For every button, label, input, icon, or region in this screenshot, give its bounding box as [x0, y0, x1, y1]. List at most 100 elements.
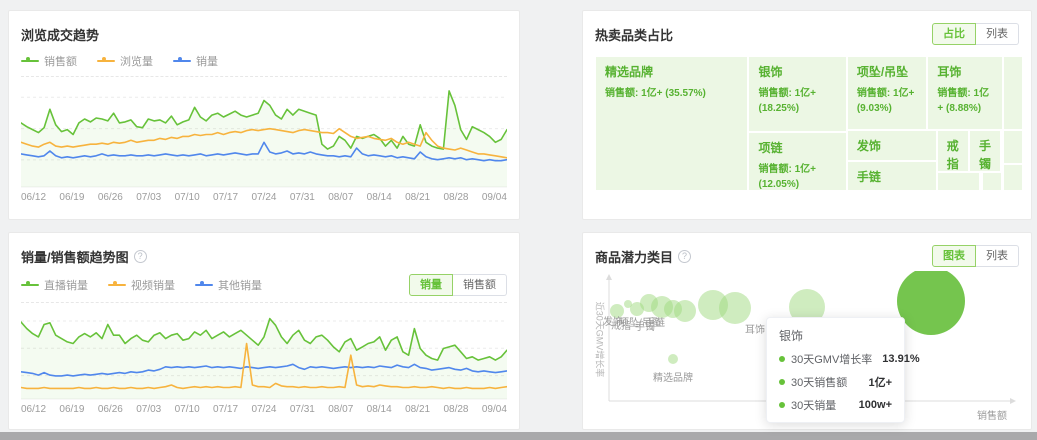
info-icon[interactable]: ? — [133, 249, 147, 263]
chart-area: 06/12 06/19 06/26 07/03 07/10 07/17 07/24 07/31… — [21, 302, 507, 415]
bubble-plot[interactable] — [595, 271, 1021, 429]
x-tick-label: 09/04 — [481, 404, 507, 415]
bubble-category[interactable] — [789, 289, 825, 325]
x-tick-label: 07/17 — [213, 404, 239, 415]
info-icon[interactable]: ? — [678, 249, 692, 263]
series-line-浏览量 — [21, 127, 507, 159]
treemap-hot-categories: 精选品牌 销售额: 1亿+ (35.57%) 银饰 销售额: 1亿+ (18.25%)… — [595, 56, 1023, 191]
tooltip-row: 30天销量 100w+ — [779, 397, 892, 413]
legend-label: 浏览量 — [120, 56, 153, 68]
bubble-category[interactable] — [674, 300, 696, 322]
toggle-volume-button[interactable]: 销量 — [409, 274, 453, 296]
y-axis-arrow-icon — [606, 274, 612, 280]
legend-marker-icon — [21, 57, 39, 65]
treemap-cell-项坠/吊坠[interactable]: 项坠/吊坠 销售额: 1亿+ (9.03%) — [846, 56, 928, 131]
legend-item-销量[interactable]: 销量 — [173, 53, 218, 69]
legend-label: 其他销量 — [218, 280, 262, 292]
chart-area: 06/12 06/19 06/26 07/03 07/10 07/17 07/24 07/31… — [21, 76, 507, 203]
treemap-cell-手镯[interactable]: 手镯 — [968, 130, 1002, 173]
series-line-销量 — [21, 141, 507, 162]
bubble-精选品牌[interactable] — [668, 354, 678, 364]
tooltip-rows: 30天GMV增长率 13.91% 30天销售额 1亿+ 30天销量 100w+ — [779, 351, 920, 413]
legend-item-其他销量[interactable]: 其他销量 — [195, 277, 262, 293]
page-title-browse-trend: 浏览成交趋势 — [21, 25, 99, 44]
legend-marker-icon — [195, 281, 213, 289]
x-tick-label: 06/12 — [21, 404, 47, 415]
treemap-cell-minor[interactable] — [1002, 164, 1023, 191]
legend-label: 销售额 — [44, 56, 77, 68]
treemap-cell-戒指[interactable]: 戒指 — [936, 130, 969, 173]
treemap-cell-minor[interactable] — [1002, 130, 1023, 164]
chart-legend: 销售额 浏览量 销量 — [21, 53, 218, 69]
toggle-ratio-button[interactable]: 占比 — [932, 23, 976, 45]
panel-title-text: 销量/销售额趋势图 — [21, 249, 129, 265]
treemap-cell-耳饰[interactable]: 耳饰销售额: 1亿+ (8.88%) — [927, 56, 1003, 131]
line-chart-sales-trend[interactable] — [21, 306, 507, 400]
legend-marker-icon — [173, 57, 191, 65]
legend-item-直播销量[interactable]: 直播销量 — [21, 277, 88, 293]
panel-header: 热卖品类占比 占比 列表 — [595, 23, 1019, 45]
legend-label: 直播销量 — [44, 280, 88, 292]
treemap-cell-name: 戒指 — [946, 139, 959, 172]
x-tick-label: 08/21 — [405, 192, 431, 203]
page-title-sales-trend: 销量/销售额趋势图 ? — [21, 247, 147, 266]
tooltip-metric-label: 30天销量 — [791, 400, 837, 412]
x-tick-label: 06/12 — [21, 192, 47, 203]
treemap-cell-name: 银饰 — [758, 65, 783, 79]
bubble-label-发饰: 发饰 — [603, 317, 623, 328]
bubble-tooltip: 银饰 30天GMV增长率 13.91% 30天销售额 1亿+ 30天销量 100w+ — [766, 317, 920, 423]
bubble-项链[interactable] — [719, 292, 751, 324]
treemap-cell-name: 发饰 — [856, 139, 881, 154]
bullet-dot-icon — [779, 356, 785, 362]
treemap-cell-手链[interactable]: 手链 — [846, 160, 937, 191]
treemap-cell-精选品牌[interactable]: 精选品牌 销售额: 1亿+ (35.57%) — [595, 56, 749, 191]
panel-title-text: 热卖品类占比 — [595, 27, 674, 43]
panel-header: 浏览成交趋势 — [21, 23, 507, 45]
x-tick-label: 07/03 — [136, 404, 162, 415]
treemap-cell-minor[interactable] — [1002, 56, 1023, 131]
legend-item-视频销量[interactable]: 视频销量 — [108, 277, 175, 293]
legend-item-销售额[interactable]: 销售额 — [21, 53, 77, 69]
bubble-label-手链: 手链 — [645, 318, 665, 329]
treemap-cell-value: 销售额: 1亿+ (8.88%) — [937, 88, 990, 114]
treemap-cell-项链[interactable]: 项链 销售额: 1亿+ (12.05%) — [748, 132, 847, 191]
x-tick-label: 06/19 — [59, 192, 85, 203]
toggle-amount-button[interactable]: 销售额 — [453, 274, 507, 296]
treemap-cell-minor[interactable] — [936, 172, 980, 191]
bullet-dot-icon — [779, 402, 785, 408]
treemap-cell-发饰[interactable]: 发饰 — [846, 130, 937, 161]
treemap-cell-name: 耳饰 — [937, 65, 962, 79]
x-tick-label: 07/03 — [136, 192, 162, 203]
x-tick-label: 07/31 — [289, 192, 315, 203]
tooltip-metric-value: 13.91% — [882, 353, 920, 365]
treemap-cell-minor[interactable] — [981, 172, 1002, 191]
line-chart-browse-trend[interactable] — [21, 80, 507, 188]
panel-title-text: 商品潜力类目 — [595, 249, 674, 265]
toggle-chart-button[interactable]: 图表 — [932, 245, 976, 267]
panel-sales-trend: 销量/销售额趋势图 ? 直播销量 视频销量 其他销量 销量 销售额 06/12 06/… — [8, 232, 520, 430]
page-title-hot-categories: 热卖品类占比 — [595, 25, 673, 44]
tooltip-title: 银饰 — [779, 329, 804, 343]
x-tick-label: 07/31 — [289, 404, 315, 415]
series-line-销售额 — [21, 90, 507, 150]
bubble-戒指[interactable] — [624, 300, 632, 308]
volume-amount-toggle: 销量 销售额 — [409, 274, 507, 296]
treemap-cell-name: 手链 — [856, 169, 881, 184]
bubble-银饰[interactable] — [897, 271, 965, 335]
tooltip-row: 30天销售额 1亿+ — [779, 374, 892, 390]
chart-legend: 直播销量 视频销量 其他销量 — [21, 277, 262, 293]
bubble-发饰[interactable] — [610, 304, 624, 318]
legend-item-浏览量[interactable]: 浏览量 — [97, 53, 153, 69]
legend-marker-icon — [97, 57, 115, 65]
x-tick-label: 07/17 — [213, 192, 239, 203]
x-axis-arrow-icon — [1010, 398, 1016, 404]
panel-potential-categories: 商品潜力类目 ? 图表 列表 近30天GMV增长率 发饰 戒指 项坠/吊坠 手镯 手链耳… — [582, 232, 1032, 430]
toggle-list-button[interactable]: 列表 — [976, 245, 1019, 267]
treemap-cell-name: 项坠/吊坠 — [856, 65, 909, 79]
x-tick-label: 07/10 — [174, 192, 200, 203]
treemap-cell-name: 手镯 — [978, 139, 991, 172]
treemap-cell-银饰[interactable]: 银饰 销售额: 1亿+ (18.25%) — [748, 56, 847, 133]
x-tick-label: 07/24 — [251, 404, 277, 415]
toggle-list-button[interactable]: 列表 — [976, 23, 1019, 45]
